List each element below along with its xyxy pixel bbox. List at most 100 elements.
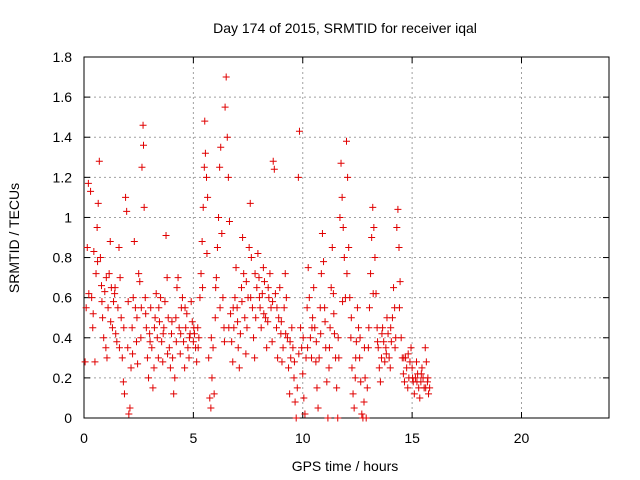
data-point xyxy=(378,330,386,338)
data-point xyxy=(396,278,404,286)
data-point xyxy=(155,318,163,326)
data-point xyxy=(387,338,395,346)
data-point xyxy=(166,364,174,372)
data-point xyxy=(337,159,345,167)
data-point xyxy=(168,330,175,338)
data-point xyxy=(177,330,185,338)
data-point xyxy=(85,290,93,298)
y-tick-label: 1.4 xyxy=(53,129,73,145)
data-point xyxy=(360,398,368,406)
data-point xyxy=(260,278,268,286)
data-point xyxy=(365,304,373,312)
data-point xyxy=(87,187,95,195)
data-point xyxy=(304,344,312,352)
data-point xyxy=(221,103,229,111)
data-point xyxy=(107,318,115,326)
data-point xyxy=(400,354,408,362)
data-point xyxy=(306,334,314,342)
data-point xyxy=(245,244,253,252)
data-point xyxy=(269,298,277,306)
data-point xyxy=(225,217,233,225)
data-point xyxy=(164,350,172,358)
data-point xyxy=(147,304,155,312)
data-point xyxy=(213,244,221,252)
data-point xyxy=(131,304,139,312)
data-point xyxy=(382,350,390,358)
data-point xyxy=(393,223,401,231)
data-point xyxy=(208,374,216,382)
data-point xyxy=(197,270,205,278)
data-point xyxy=(117,314,125,322)
data-point xyxy=(321,304,329,312)
plot-frame xyxy=(83,56,610,419)
data-point xyxy=(234,344,242,352)
data-point xyxy=(138,163,146,171)
data-point xyxy=(119,378,127,386)
data-point xyxy=(90,248,98,256)
data-point xyxy=(305,294,313,302)
data-point xyxy=(317,330,325,338)
data-point xyxy=(347,314,355,322)
data-point xyxy=(102,274,110,282)
data-point xyxy=(285,364,293,372)
data-point xyxy=(211,314,219,322)
data-point xyxy=(234,318,242,326)
data-point xyxy=(118,354,126,362)
data-point xyxy=(254,250,262,258)
data-point xyxy=(326,324,334,332)
data-point xyxy=(425,390,433,398)
data-point xyxy=(374,344,382,352)
data-point xyxy=(142,310,150,318)
data-point xyxy=(143,354,151,362)
data-point xyxy=(369,290,377,298)
data-point xyxy=(259,264,267,272)
axis-ticks: 0 0.2 0.4 0.6 0.8 1 1.2 1.4 1.6 1.8 0 5 10 15 20 xyxy=(53,49,609,446)
data-point xyxy=(137,304,145,312)
data-point xyxy=(240,270,248,278)
data-point xyxy=(150,364,158,372)
data-point xyxy=(320,258,328,266)
data-point xyxy=(250,334,258,342)
y-tick-label: 0.6 xyxy=(53,290,73,306)
data-point xyxy=(157,294,165,302)
data-point xyxy=(247,254,255,262)
data-point xyxy=(422,384,430,392)
data-point xyxy=(280,304,288,312)
y-tick-label: 0.2 xyxy=(53,370,73,386)
data-point xyxy=(111,284,119,292)
data-point xyxy=(146,338,154,346)
data-point xyxy=(95,157,103,165)
data-point xyxy=(256,304,264,312)
data-point xyxy=(122,193,130,201)
data-point xyxy=(216,304,224,312)
data-point xyxy=(274,354,282,362)
data-point xyxy=(290,374,298,382)
data-point xyxy=(404,384,412,392)
data-point xyxy=(168,318,176,326)
data-point xyxy=(276,284,284,292)
data-point xyxy=(150,324,158,332)
y-tick-label: 1 xyxy=(64,209,72,225)
data-point xyxy=(260,310,268,318)
data-point xyxy=(239,234,247,241)
data-point xyxy=(236,330,244,338)
y-tick-label: 1.6 xyxy=(53,89,73,105)
data-point xyxy=(400,378,408,386)
data-point xyxy=(89,324,97,332)
data-point xyxy=(268,338,276,346)
data-point xyxy=(253,284,261,292)
data-point xyxy=(356,334,364,342)
y-axis-label: SRMTID / TECUs xyxy=(6,183,22,293)
data-point xyxy=(155,304,163,312)
data-point xyxy=(251,354,259,362)
data-point xyxy=(395,304,403,312)
data-point xyxy=(391,344,399,352)
data-point xyxy=(120,390,128,398)
data-point xyxy=(195,334,203,342)
data-point xyxy=(204,193,212,201)
data-point xyxy=(114,304,122,312)
data-point xyxy=(135,270,143,278)
data-point xyxy=(190,324,198,332)
data-point xyxy=(255,274,263,282)
data-point xyxy=(172,314,180,322)
